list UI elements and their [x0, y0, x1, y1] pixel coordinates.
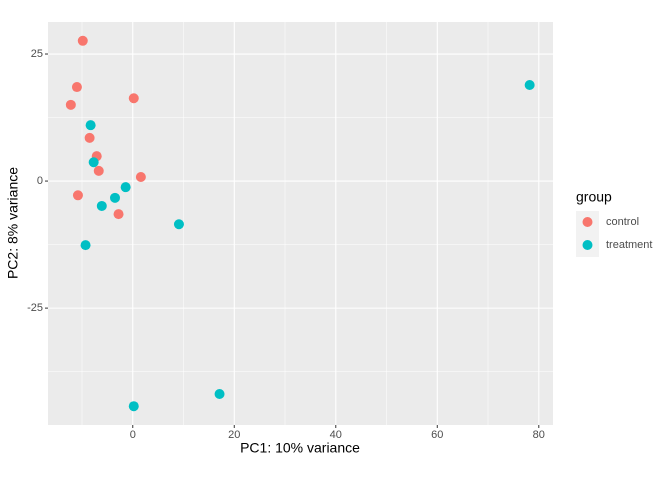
point — [72, 190, 83, 201]
x-axis-label: PC1: 10% variance — [240, 440, 360, 456]
x-tick-label: 40 — [330, 429, 342, 441]
point — [85, 120, 96, 131]
point — [135, 172, 146, 182]
point — [214, 389, 225, 399]
point — [80, 240, 91, 251]
point — [524, 80, 535, 91]
point — [96, 200, 107, 211]
point — [128, 401, 139, 412]
legend-swatch — [582, 217, 593, 227]
panel — [48, 22, 553, 425]
legend-label: treatment — [606, 239, 652, 251]
y-tick-label: 25 — [31, 48, 43, 60]
point — [71, 82, 82, 93]
point — [88, 157, 99, 168]
y-tick-label: -25 — [27, 302, 43, 314]
x-tick-label: 20 — [228, 429, 240, 441]
legend-title: group — [576, 189, 612, 205]
legend-swatch — [582, 240, 593, 250]
x-tick-label: 0 — [130, 429, 136, 441]
point — [93, 165, 104, 176]
point — [65, 99, 76, 110]
x-tick-label: 60 — [431, 429, 443, 441]
point — [128, 93, 139, 104]
legend-label: control — [606, 216, 639, 228]
point — [113, 209, 124, 220]
point — [120, 182, 131, 193]
y-axis-label: PC2: 8% variance — [5, 167, 21, 279]
x-tick-label: 80 — [533, 429, 545, 441]
point — [84, 132, 95, 143]
point — [173, 219, 184, 230]
point — [109, 192, 120, 203]
point — [77, 35, 88, 46]
y-tick-label: 0 — [37, 175, 43, 187]
